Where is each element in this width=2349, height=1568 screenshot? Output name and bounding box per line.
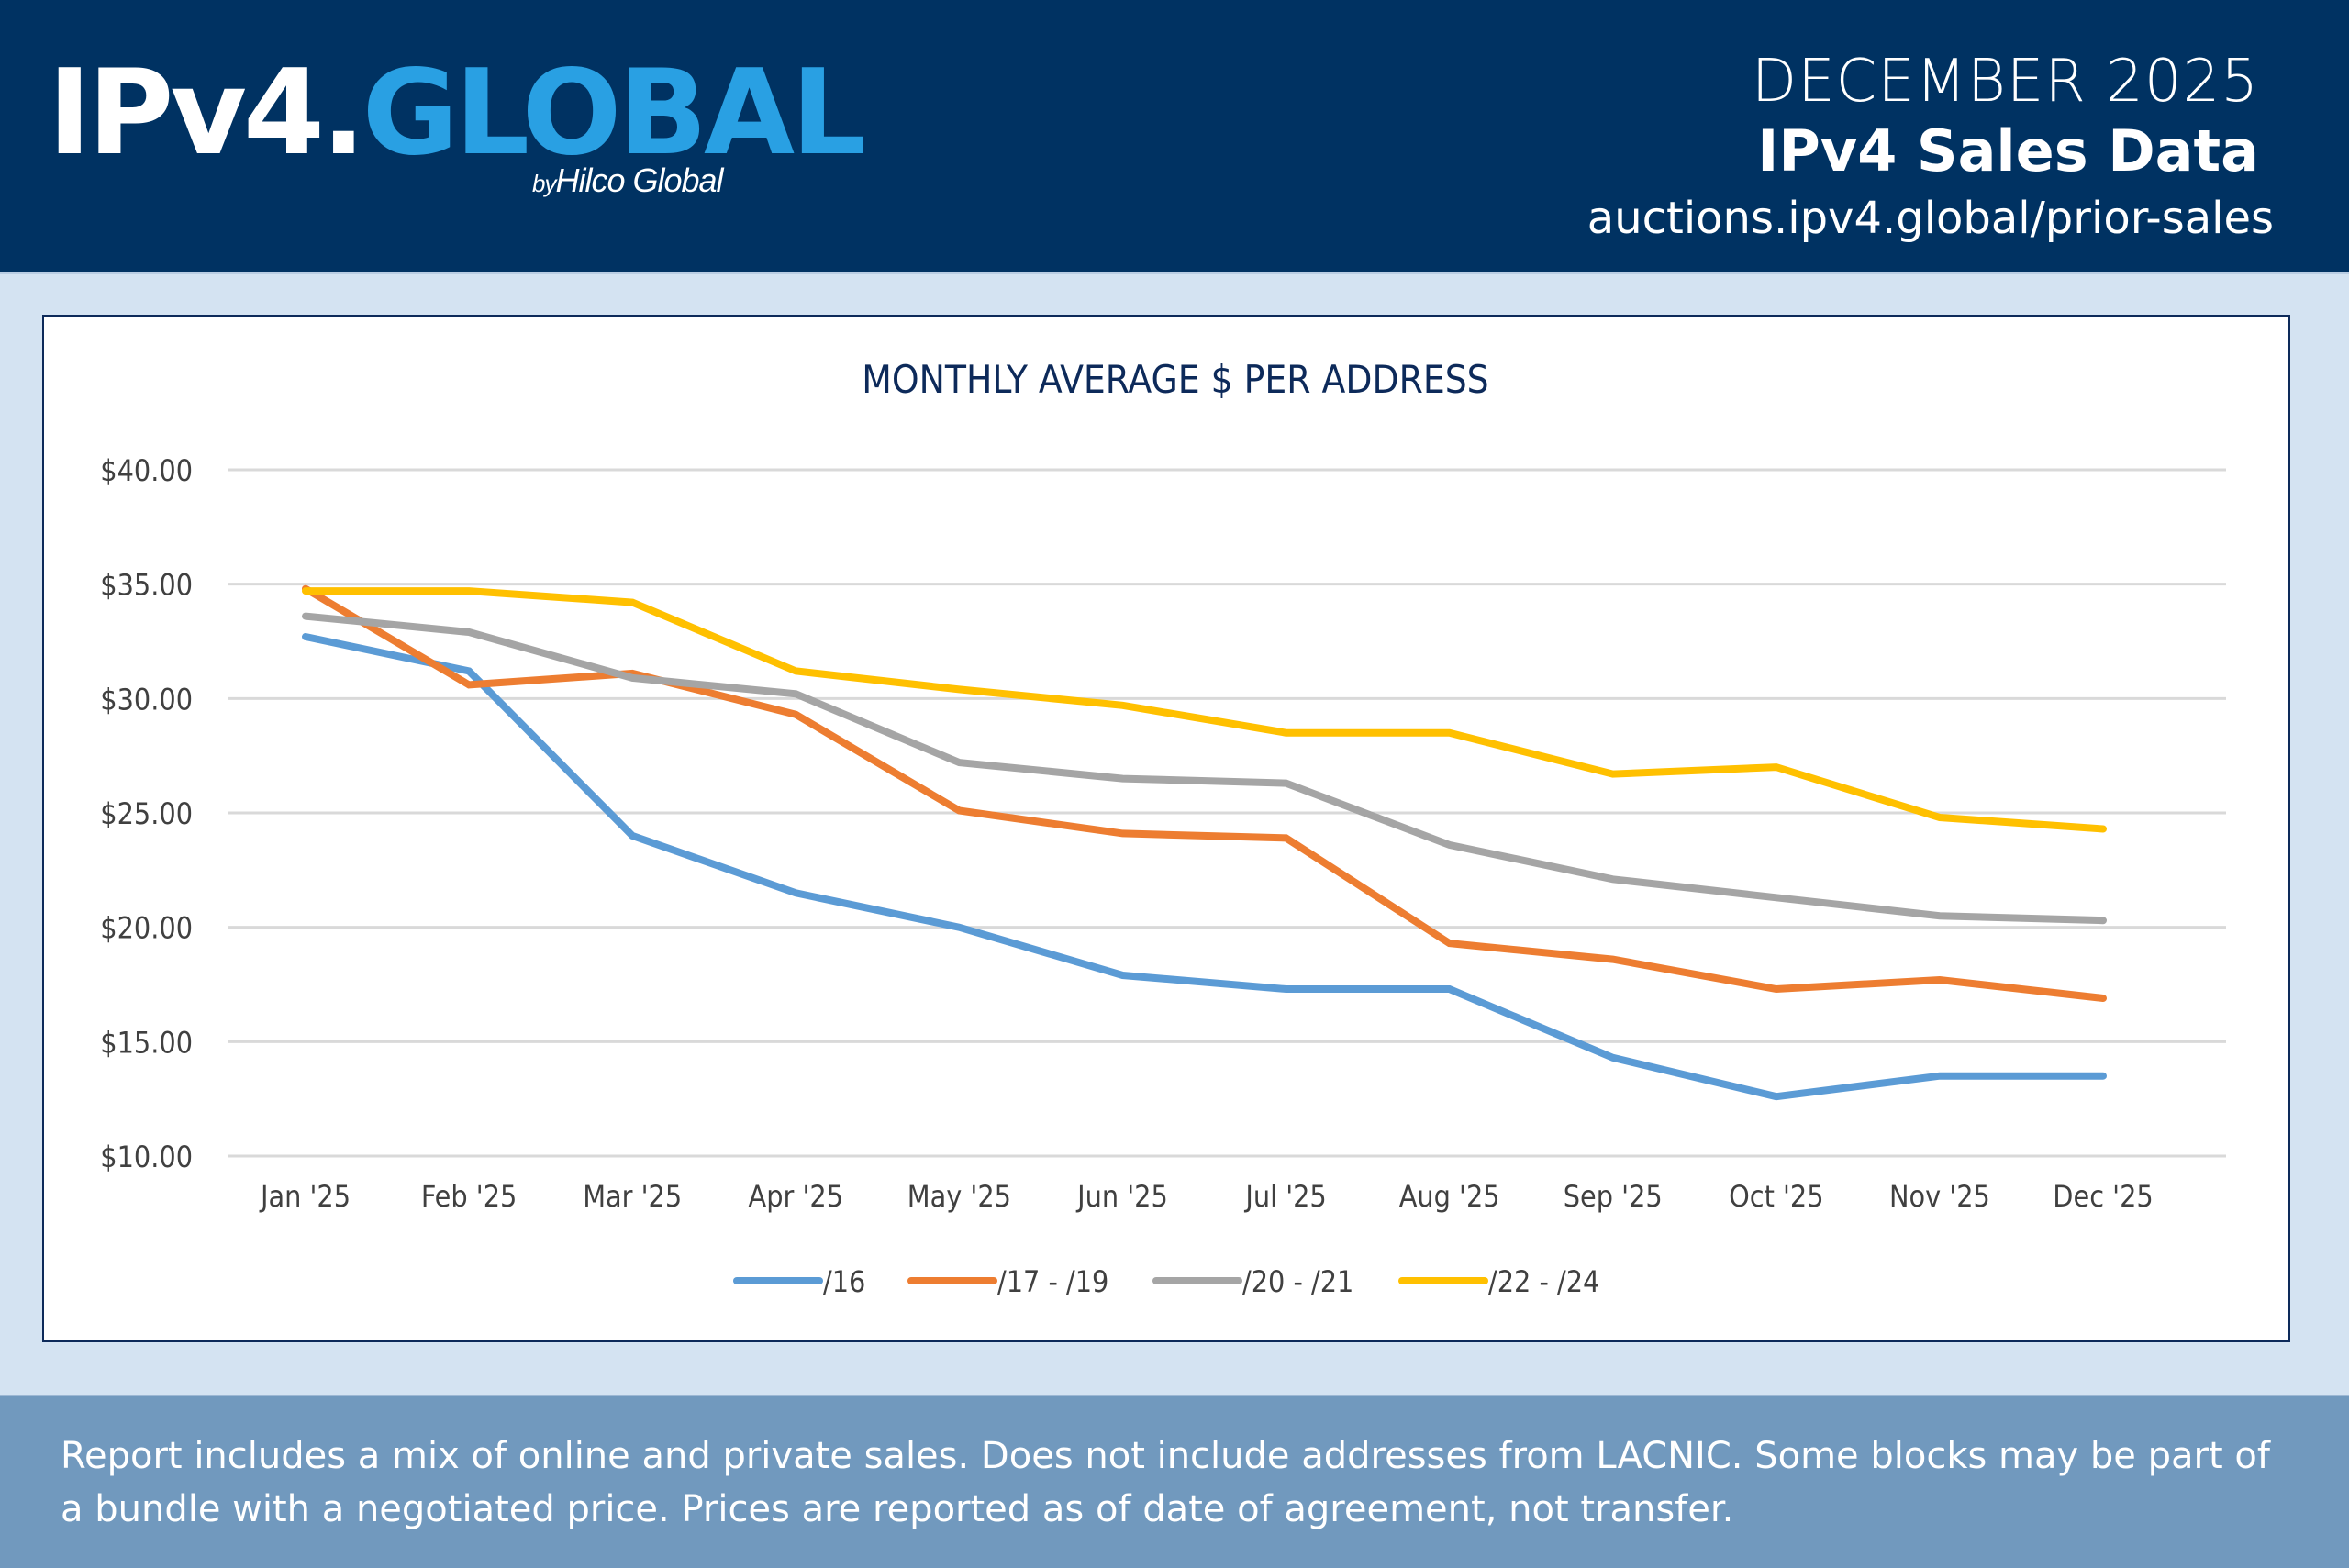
x-tick-label: Mar '25	[583, 1179, 682, 1214]
report-title: IPv4 Sales Data	[1757, 117, 2259, 184]
legend-label: /20 - /21	[1242, 1264, 1353, 1299]
x-tick-label: May '25	[907, 1179, 1011, 1214]
line-chart: MONTHLY AVERAGE $ PER ADDRESS $10.00 $15.…	[100, 357, 2226, 1299]
legend: /16/17 - /19/20 - /21/22 - /24	[733, 1264, 1599, 1299]
x-tick-label: Feb '25	[421, 1179, 517, 1214]
y-tick-label: $15.00	[100, 1025, 193, 1060]
legend-item[interactable]: /16	[733, 1264, 865, 1299]
legend-item[interactable]: /17 - /19	[907, 1264, 1108, 1299]
series-line-17-19	[302, 584, 2107, 1002]
byline-by: by	[532, 170, 556, 197]
legend-label: /17 - /19	[997, 1264, 1108, 1299]
legend-label: /22 - /24	[1488, 1264, 1599, 1299]
byline-name: Hilco Global	[555, 161, 723, 199]
series-line-16	[302, 633, 2107, 1101]
x-tick-label: Jun '25	[1075, 1179, 1168, 1214]
x-tick-label: Aug '25	[1399, 1179, 1500, 1214]
series-line-20-21	[302, 612, 2107, 925]
x-tick-label: Jul '25	[1243, 1179, 1326, 1214]
y-axis-ticks: $10.00 $15.00 $20.00 $25.00 $30.00 $35.00 $40.…	[100, 453, 193, 1174]
x-tick-label: Sep '25	[1564, 1179, 1663, 1214]
y-tick-label: $25.00	[100, 796, 193, 831]
legend-item[interactable]: /20 - /21	[1152, 1264, 1353, 1299]
logo-text-ipv4: IPv4.	[48, 45, 366, 182]
series-line-22-24	[302, 587, 2107, 833]
y-tick-label: $30.00	[100, 682, 193, 717]
y-tick-label: $40.00	[100, 453, 193, 488]
x-tick-label: Apr '25	[749, 1179, 843, 1214]
footer-disclaimer: Report includes a mix of online and priv…	[61, 1435, 2270, 1530]
chart-frame: MONTHLY AVERAGE $ PER ADDRESS $10.00 $15.…	[42, 315, 2290, 1342]
x-tick-label: Nov '25	[1889, 1179, 1990, 1214]
y-tick-label: $10.00	[100, 1140, 193, 1174]
y-tick-label: $35.00	[100, 568, 193, 603]
header-banner: IPv4.GLOBAL byHilco Global DECEMBER 2025…	[0, 0, 2349, 274]
logo-text-global: GLOBAL	[362, 45, 866, 182]
series-lines	[302, 584, 2107, 1101]
chart-title: MONTHLY AVERAGE $ PER ADDRESS	[862, 357, 1488, 402]
brand-logo: IPv4.GLOBAL	[48, 55, 866, 172]
report-month: DECEMBER 2025	[1751, 48, 2259, 116]
legend-item[interactable]: /22 - /24	[1398, 1264, 1599, 1299]
x-tick-label: Jan '25	[259, 1179, 351, 1214]
x-axis-ticks: Jan '25 Feb '25 Mar '25 Apr '25 May '25 Jun '…	[259, 1179, 2154, 1214]
logo-byline: byHilco Global	[532, 161, 724, 200]
footer-banner: Report includes a mix of online and priv…	[0, 1395, 2349, 1568]
legend-label: /16	[823, 1264, 865, 1299]
x-tick-label: Dec '25	[2053, 1179, 2153, 1214]
y-tick-label: $20.00	[100, 911, 193, 946]
report-url-link[interactable]: auctions.ipv4.global/prior-sales	[1586, 193, 2274, 244]
gridlines	[228, 468, 2226, 1158]
x-tick-label: Oct '25	[1729, 1179, 1823, 1214]
